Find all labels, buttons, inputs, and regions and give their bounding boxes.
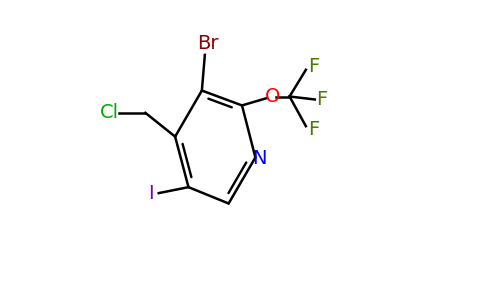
- Text: I: I: [149, 184, 154, 202]
- Text: F: F: [317, 90, 328, 109]
- Text: O: O: [265, 87, 280, 106]
- Text: Cl: Cl: [100, 103, 119, 122]
- Text: F: F: [308, 57, 319, 76]
- Text: Br: Br: [197, 34, 219, 52]
- Text: F: F: [308, 120, 319, 139]
- Text: N: N: [252, 149, 266, 168]
